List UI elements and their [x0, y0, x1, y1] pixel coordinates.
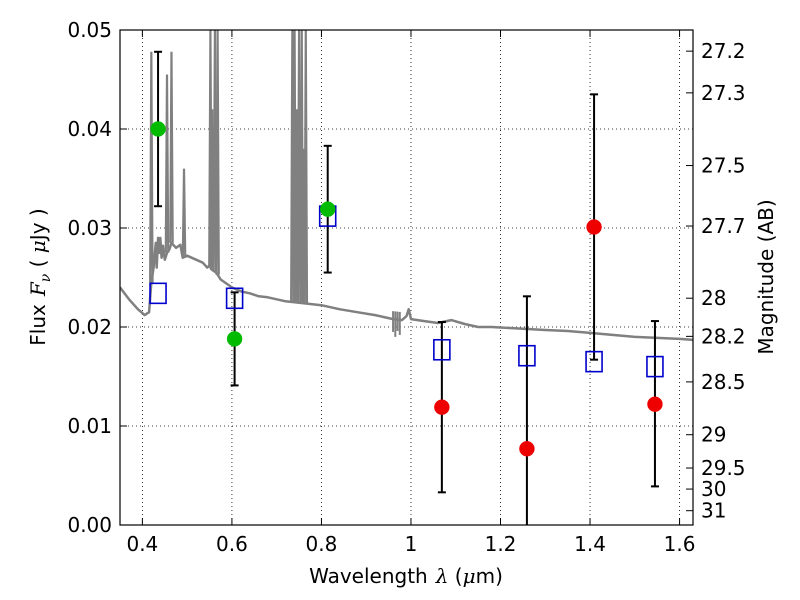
- right-tick-label: 29: [701, 423, 726, 447]
- grid: [120, 29, 693, 526]
- right-tick-label: 29.5: [701, 456, 746, 480]
- right-tick-label: 27.2: [701, 39, 746, 63]
- y-axis-title-unit-open: (: [26, 253, 50, 274]
- x-axis-title-symbol: λ: [435, 564, 449, 588]
- x-axis-title-unit-open: (: [448, 564, 462, 588]
- observed-flux-point: [647, 396, 663, 412]
- model-spectrum-line: [120, 236, 693, 342]
- x-tick-label: 0.4: [126, 532, 158, 556]
- model-spectrum: [120, 30, 693, 342]
- x-tick-label: 0.6: [216, 532, 248, 556]
- right-tick-label: 28: [701, 286, 726, 310]
- right-tick-label: 28.5: [701, 370, 746, 394]
- y-tick-label: 0.03: [67, 216, 112, 240]
- observed-flux-point: [434, 399, 450, 415]
- right-tick-label: 30: [701, 477, 726, 501]
- data-markers: [149, 121, 664, 457]
- observed-flux-point: [519, 441, 535, 457]
- model-flux-square-marker: [149, 282, 167, 305]
- emission-line-spike: [164, 74, 170, 253]
- observed-flux-point: [226, 331, 243, 347]
- y-tick-label: 0.00: [67, 513, 112, 537]
- right-tick-label: 31: [701, 499, 726, 523]
- observed-flux-point: [319, 201, 336, 217]
- right-tick-label: 28.2: [701, 324, 746, 348]
- emission-line-spike: [149, 51, 154, 283]
- y-axis-title-unit-close: Jy ): [26, 208, 50, 242]
- right-tick-label: 27.5: [701, 154, 746, 178]
- right-axis-title: Magnitude (AB): [754, 199, 778, 354]
- y-tick-label: 0.02: [67, 315, 112, 339]
- model-flux-square-marker: [585, 350, 603, 373]
- y-tick-label: 0.01: [67, 414, 112, 438]
- x-tick-label: 0.8: [306, 532, 338, 556]
- y-tick-label: 0.04: [67, 117, 112, 141]
- model-flux-square-marker: [225, 287, 244, 310]
- model-flux-square-marker: [433, 338, 451, 361]
- observed-flux-point: [586, 219, 602, 235]
- y-axis-title-symbol: F: [26, 281, 50, 297]
- right-tick-label: 27.7: [701, 214, 746, 238]
- right-tick-label: 27.3: [701, 81, 746, 105]
- x-tick-label: 1.4: [574, 532, 606, 556]
- x-axis-ticks: 0.4 0.6 0.8 1 1.2 1.4 1.6: [126, 30, 695, 556]
- plot-frame: [119, 29, 694, 526]
- y-axis-ticks: 0.00 0.01 0.02 0.03 0.04 0.05: [67, 18, 127, 537]
- emission-line-spike: [215, 30, 220, 275]
- y-axis-title-subscript: ν: [38, 273, 54, 282]
- emission-line-spike: [181, 168, 187, 258]
- x-tick-label: 1: [405, 532, 418, 556]
- model-flux-square-marker: [518, 344, 536, 367]
- x-tick-label: 1.6: [664, 532, 696, 556]
- x-tick-label: 1.2: [485, 532, 517, 556]
- y-axis-title: Flux Fν ( μJy ): [26, 208, 54, 345]
- y-axis-title-mu: μ: [26, 240, 50, 253]
- x-axis-title-prefix: Wavelength: [309, 564, 428, 588]
- y-axis-title-prefix: Flux: [26, 304, 50, 346]
- x-axis-title-unit-close: m): [476, 564, 503, 588]
- model-flux-square-marker: [646, 355, 664, 378]
- model-spectrum-group: [120, 30, 693, 342]
- y-tick-label: 0.05: [67, 18, 112, 42]
- x-axis-title: Wavelength λ (μm): [309, 564, 503, 588]
- observed-flux-point: [150, 121, 166, 137]
- emission-line-spike: [169, 51, 174, 243]
- x-axis-title-mu: μ: [463, 564, 476, 588]
- emission-line-spike: [303, 30, 309, 304]
- plot-background: [120, 30, 693, 525]
